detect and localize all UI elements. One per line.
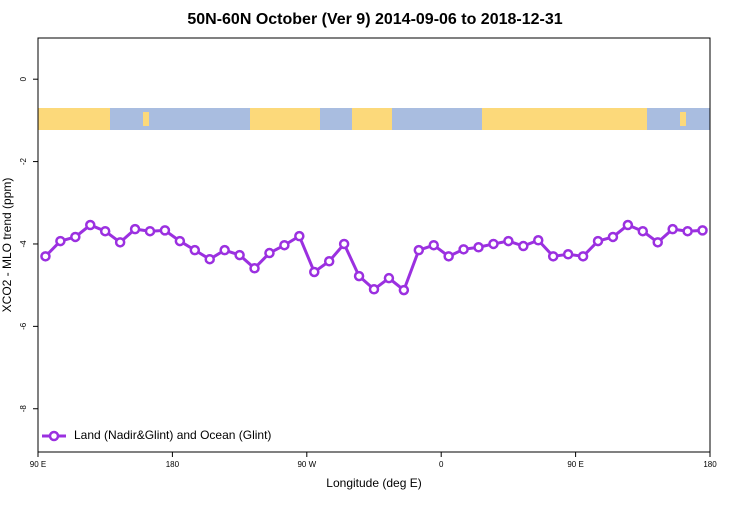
data-point bbox=[562, 249, 574, 260]
data-point bbox=[70, 231, 81, 243]
data-point bbox=[398, 284, 410, 296]
data-point bbox=[249, 263, 260, 274]
chart-title: 50N-60N October (Ver 9) 2014-09-06 to 20… bbox=[187, 11, 562, 28]
y-axis-label: XCO2 - MLO trend (ppm) bbox=[0, 178, 14, 313]
data-point bbox=[55, 235, 66, 247]
data-point bbox=[652, 237, 663, 248]
x-tick-label: 180 bbox=[703, 460, 717, 469]
legend-marker bbox=[48, 430, 60, 442]
data-point bbox=[323, 256, 335, 267]
data-point bbox=[667, 223, 678, 235]
x-tick-label: 180 bbox=[166, 460, 180, 469]
legend-label: Land (Nadir&Glint) and Ocean (Glint) bbox=[74, 428, 271, 442]
data-point bbox=[488, 238, 499, 250]
data-point bbox=[503, 235, 514, 247]
data-point bbox=[473, 242, 484, 253]
data-point bbox=[234, 249, 245, 261]
data-point bbox=[264, 247, 275, 259]
data-point bbox=[189, 244, 201, 256]
legend: Land (Nadir&Glint) and Ocean (Glint) bbox=[42, 428, 271, 442]
y-tick-label: -4 bbox=[19, 240, 28, 248]
data-point bbox=[518, 240, 529, 252]
data-point bbox=[592, 235, 604, 247]
data-point bbox=[428, 239, 439, 251]
data-point bbox=[383, 272, 395, 284]
data-point bbox=[309, 266, 320, 278]
data-point bbox=[219, 244, 230, 256]
data-point bbox=[368, 284, 380, 295]
y-tick-label: -8 bbox=[19, 405, 28, 413]
data-point bbox=[114, 237, 126, 248]
data-point bbox=[353, 270, 365, 282]
data-point bbox=[159, 225, 171, 236]
x-tick-label: 90 W bbox=[297, 460, 316, 469]
y-tick-label: -2 bbox=[19, 157, 28, 165]
data-point bbox=[622, 219, 634, 231]
data-point bbox=[547, 251, 559, 262]
data-point bbox=[577, 251, 589, 262]
data-point bbox=[204, 253, 215, 265]
map-band bbox=[38, 108, 710, 130]
x-tick-label: 90 E bbox=[30, 460, 46, 469]
data-point bbox=[637, 225, 649, 237]
y-tick-label: 0 bbox=[19, 76, 28, 81]
x-tick-label: 90 E bbox=[567, 460, 583, 469]
data-point bbox=[85, 219, 96, 231]
y-tick-label: -6 bbox=[19, 322, 28, 330]
data-point bbox=[144, 225, 156, 237]
data-point bbox=[99, 225, 111, 237]
data-point bbox=[607, 231, 619, 243]
x-axis-label: Longitude (deg E) bbox=[326, 476, 421, 490]
x-tick-label: 0 bbox=[439, 460, 444, 469]
data-point bbox=[533, 235, 544, 246]
data-point bbox=[279, 239, 290, 251]
data-point bbox=[294, 230, 305, 242]
data-point bbox=[413, 244, 425, 256]
data-point bbox=[338, 238, 350, 250]
data-point bbox=[174, 235, 186, 247]
data-point bbox=[443, 251, 454, 262]
plot-frame bbox=[37, 37, 711, 453]
data-point bbox=[40, 251, 51, 262]
data-point bbox=[129, 223, 141, 235]
series-line bbox=[44, 223, 703, 293]
data-point bbox=[458, 244, 469, 255]
data-point bbox=[682, 225, 693, 237]
data-point bbox=[697, 225, 708, 236]
